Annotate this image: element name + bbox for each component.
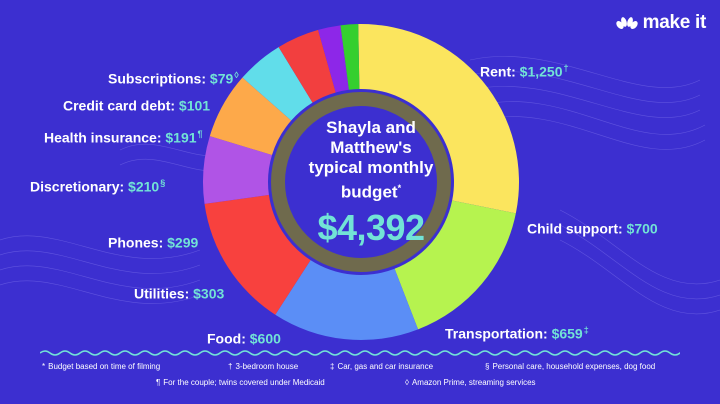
label-value: $101 xyxy=(178,97,211,114)
label-credit-card-debt: Credit card debt: $101 xyxy=(63,97,211,114)
label-name: Food: xyxy=(207,330,250,347)
label-discretionary: Discretionary: $210§ xyxy=(30,178,165,195)
label-mark: ◊ xyxy=(234,70,239,80)
label-value: $191 xyxy=(165,129,197,146)
label-name: Phones: xyxy=(108,234,168,251)
slice-credit-card-debt xyxy=(318,25,349,93)
label-name: Subscriptions: xyxy=(108,70,210,87)
label-name: Utilities: xyxy=(134,285,194,302)
label-utilities: Utilities: $303 xyxy=(134,285,225,302)
footnote: † 3-bedroom house xyxy=(228,362,299,371)
label-value: $303 xyxy=(193,285,225,302)
slice-transportation xyxy=(275,260,419,340)
slice-discretionary xyxy=(242,47,313,121)
label-name: Rent: xyxy=(480,63,520,80)
title-line: Shayla and xyxy=(326,118,416,137)
label-value: $659 xyxy=(551,325,583,342)
label-value: $600 xyxy=(249,330,281,347)
label-name: Discretionary: xyxy=(30,178,129,195)
label-health-insurance: Health insurance: $191¶ xyxy=(44,129,203,146)
slice-food xyxy=(204,194,311,315)
footnote: ¶ For the couple; twins covered under Med… xyxy=(156,378,325,387)
label-food: Food: $600 xyxy=(207,330,282,347)
label-name: Transportation: xyxy=(445,325,552,342)
footnote: § Personal care, household expenses, dog … xyxy=(485,362,656,371)
label-name: Child support: xyxy=(527,220,627,237)
peacock-icon xyxy=(615,17,638,29)
title-line: Matthew's xyxy=(330,138,412,157)
label-value: $1,250 xyxy=(519,63,563,80)
footnote: * Budget based on time of filming xyxy=(42,362,161,371)
label-value: $79 xyxy=(209,70,234,87)
label-mark: ‡ xyxy=(583,325,589,335)
label-phones: Phones: $299 xyxy=(108,234,199,251)
label-transportation: Transportation: $659‡ xyxy=(445,325,589,342)
label-value: $299 xyxy=(167,234,199,251)
footnote: ‡ Car, gas and car insurance xyxy=(330,362,434,371)
label-value: $210 xyxy=(128,178,160,195)
wave-divider xyxy=(40,350,680,356)
title-line: budget xyxy=(340,182,398,202)
brand-logo: make it xyxy=(615,12,707,34)
slice-child-support xyxy=(394,200,516,330)
slice-subscriptions xyxy=(340,24,360,90)
label-subscriptions: Subscriptions: $79◊ xyxy=(108,70,239,87)
title-mark: * xyxy=(397,183,402,193)
label-mark: § xyxy=(160,178,166,188)
footnote: ◊ Amazon Prime, streaming services xyxy=(405,378,536,387)
label-rent: Rent: $1,250† xyxy=(480,63,569,80)
inner-ring xyxy=(271,92,451,272)
budget-total: $4,392 xyxy=(317,206,425,248)
slice-rent xyxy=(358,24,519,214)
label-value: $700 xyxy=(626,220,658,237)
brand-name: make it xyxy=(642,12,707,33)
slice-health-insurance xyxy=(278,29,336,103)
title-line: typical monthly xyxy=(308,158,434,177)
label-mark: ¶ xyxy=(197,129,203,139)
slice-utilities xyxy=(203,136,273,204)
slice-phones xyxy=(209,77,292,156)
label-child-support: Child support: $700 xyxy=(527,220,659,237)
chart-title: Shayla and Matthew's typical monthly bud… xyxy=(271,118,471,203)
chart-center: Shayla and Matthew's typical monthly bud… xyxy=(271,118,471,247)
label-name: Health insurance: xyxy=(44,129,166,146)
label-name: Credit card debt: xyxy=(63,97,179,114)
label-mark: † xyxy=(563,63,569,73)
